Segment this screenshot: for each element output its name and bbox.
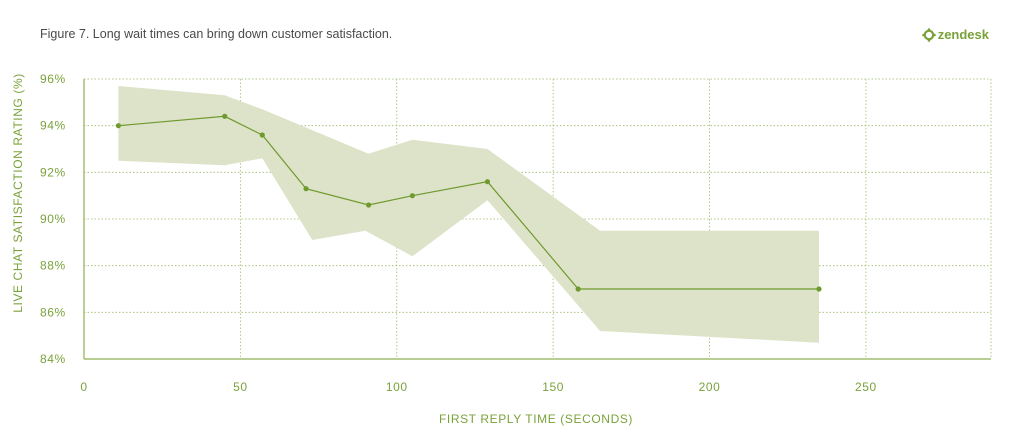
y-tick-label: 84% — [40, 352, 66, 366]
chart-title: Figure 7. Long wait times can bring down… — [40, 27, 393, 41]
y-tick-label: 92% — [40, 165, 66, 179]
data-point — [259, 132, 265, 138]
data-point — [484, 179, 491, 185]
y-tick-label: 88% — [40, 259, 66, 273]
data-points — [115, 113, 822, 292]
y-tick-label: 96% — [40, 72, 66, 86]
y-tick-label: 86% — [40, 305, 66, 319]
y-axis-label: LIVE CHAT SATISFACTION RATING (%) — [11, 73, 25, 313]
tick-labels: 84% 86% 88% 90% 92% 94% 96% 0 50 100 150 200 250 — [40, 72, 877, 394]
x-tick-label: 50 — [233, 380, 248, 394]
zendesk-logo-icon — [921, 27, 936, 42]
data-point — [115, 123, 122, 129]
data-point — [303, 186, 309, 192]
x-tick-label: 150 — [542, 380, 564, 394]
x-tick-label: 100 — [386, 380, 408, 394]
brand-logo: zendesk — [921, 27, 989, 42]
x-tick-label: 0 — [80, 380, 87, 394]
y-tick-label: 94% — [40, 119, 66, 133]
x-tick-label: 200 — [699, 380, 721, 394]
confidence-band — [118, 86, 819, 343]
data-point — [409, 193, 415, 199]
x-axis-label: FIRST REPLY TIME (SECONDS) — [439, 412, 633, 426]
data-point — [366, 202, 372, 208]
brand-name: zendesk — [937, 27, 989, 42]
data-point — [222, 113, 228, 119]
data-point — [575, 286, 581, 292]
data-point — [816, 286, 822, 292]
x-tick-label: 250 — [855, 380, 877, 394]
y-tick-label: 90% — [40, 212, 66, 226]
axes — [83, 79, 991, 360]
